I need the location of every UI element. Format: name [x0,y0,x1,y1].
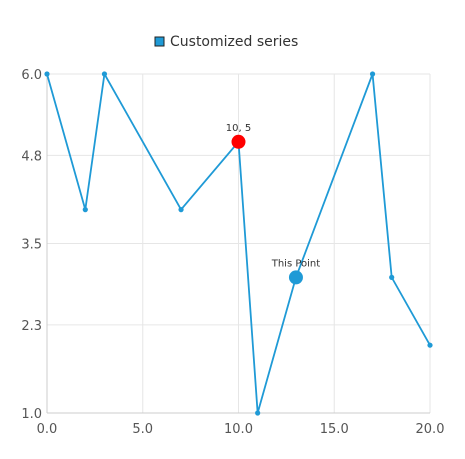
data-point[interactable] [101,71,108,77]
x-tick-label: 15.0 [320,422,349,437]
legend[interactable]: Customized series [154,34,298,50]
data-point[interactable] [44,71,50,77]
data-point[interactable] [255,410,261,416]
highlighted-point[interactable] [231,134,246,149]
y-tick-label: 3.5 [21,238,42,253]
highlighted-point[interactable] [288,270,303,285]
x-tick-label: 0.0 [37,422,58,437]
data-point[interactable] [389,274,395,280]
y-tick-label: 1.0 [21,407,42,422]
legend-swatch [154,36,165,47]
point-annotation: 10, 5 [226,123,251,134]
data-point[interactable] [82,207,88,213]
data-point[interactable] [178,207,184,213]
x-tick-labels: 0.0 5.0 10.0 15.0 20.0 [37,422,445,437]
y-tick-labels: 1.0 2.3 3.5 4.8 6.0 [21,68,42,422]
y-tick-label: 6.0 [21,68,42,83]
y-tick-label: 4.8 [21,149,42,164]
y-tick-label: 2.3 [21,319,42,334]
data-point[interactable] [427,342,433,348]
point-annotation: This Point [271,258,321,269]
x-tick-label: 5.0 [132,422,153,437]
x-tick-label: 20.0 [416,422,445,437]
legend-label: Customized series [170,34,298,50]
x-tick-label: 10.0 [224,422,253,437]
series-customized: 10, 5 This Point [44,71,433,416]
series-line [46,71,431,414]
data-point[interactable] [369,71,376,77]
axes [46,74,430,414]
